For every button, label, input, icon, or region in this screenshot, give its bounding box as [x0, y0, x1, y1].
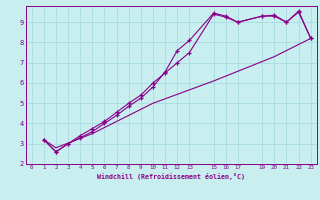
X-axis label: Windchill (Refroidissement éolien,°C): Windchill (Refroidissement éolien,°C) — [97, 173, 245, 180]
